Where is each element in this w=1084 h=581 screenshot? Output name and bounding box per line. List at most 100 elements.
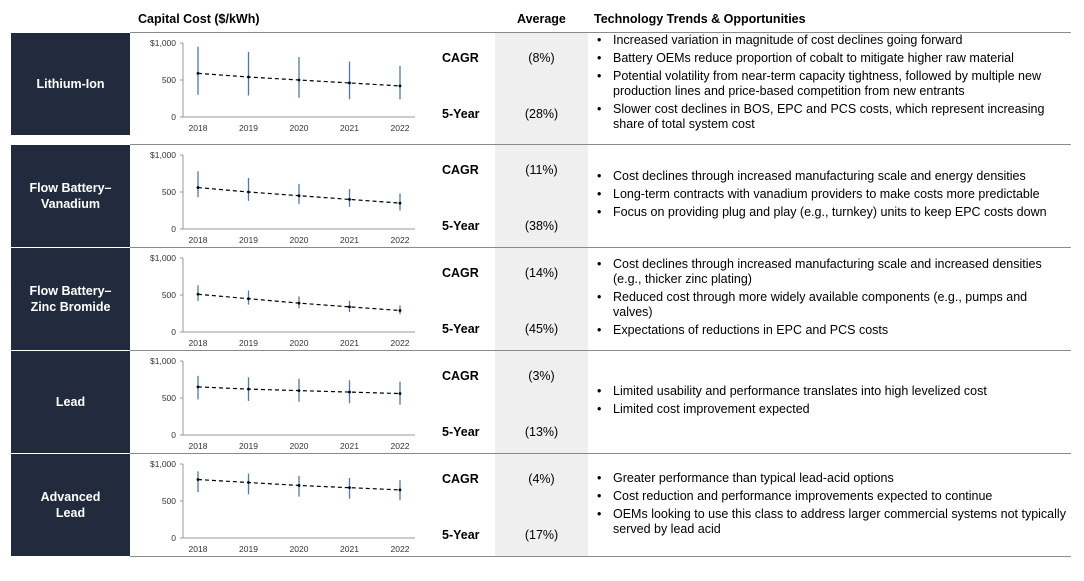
average-cost-point	[348, 81, 351, 85]
average-cost-point	[247, 190, 250, 194]
average-cost-point	[348, 198, 351, 201]
capital-cost-header: Capital Cost ($/kWh)	[138, 12, 260, 26]
y-tick-label: 500	[162, 187, 176, 197]
trend-bullet: OEMs looking to use this class to addres…	[597, 507, 1069, 537]
trends-list: Limited usability and performance transl…	[594, 351, 1069, 453]
y-tick-label: 500	[162, 290, 176, 300]
technology-label: Advanced Lead	[11, 454, 130, 556]
row-divider	[130, 453, 1071, 454]
x-tick-label: 2022	[391, 544, 410, 554]
x-tick-label: 2018	[189, 441, 208, 451]
x-tick-label: 2021	[340, 441, 359, 451]
x-tick-label: 2018	[189, 123, 208, 133]
cagr-label: CAGR	[442, 472, 479, 486]
five-year-value: (45%)	[524, 322, 559, 336]
y-tick-label: 0	[171, 112, 176, 122]
average-cost-point	[247, 481, 250, 484]
x-tick-label: 2018	[189, 338, 208, 348]
trend-bullet: Long-term contracts with vanadium provid…	[597, 187, 1047, 202]
trend-bullet: Limited usability and performance transl…	[597, 384, 987, 399]
capital-cost-chart: 0 500 $1,000 2018 2019 2020 2021 2022	[150, 459, 415, 554]
average-cost-point	[398, 309, 402, 312]
x-tick-label: 2020	[290, 338, 309, 348]
average-cost-point	[348, 390, 351, 394]
y-tick-label: 0	[171, 327, 176, 337]
average-cost-point	[398, 488, 402, 492]
average-cost-point	[196, 71, 200, 75]
average-cost-point	[297, 194, 301, 198]
average-header: Average	[517, 12, 566, 26]
technology-label: Lead	[11, 351, 130, 453]
x-tick-label: 2021	[340, 544, 359, 554]
trend-bullet: Potential volatility from near-term capa…	[597, 69, 1069, 99]
capital-cost-chart: 0 500 $1,000 2018 2019 2020 2021 2022	[150, 253, 415, 348]
technology-label-line: Advanced	[40, 490, 101, 504]
x-tick-label: 2018	[189, 235, 208, 245]
trend-bullet: Expectations of reductions in EPC and PC…	[597, 323, 1069, 338]
five-year-label: 5-Year	[442, 322, 480, 336]
technology-row: Lithium-Ion 0 500 $1,000 2018 2019 2020 2021 202…	[11, 33, 1071, 135]
x-tick-label: 2020	[290, 544, 309, 554]
five-year-label: 5-Year	[442, 219, 480, 233]
y-tick-label: 0	[171, 224, 176, 234]
technology-label-line: Lead	[55, 395, 86, 409]
trend-bullet: Greater performance than typical lead-ac…	[597, 471, 1069, 486]
average-cost-point	[297, 484, 301, 487]
average-cost-point	[297, 78, 301, 82]
cagr-value: (3%)	[528, 369, 555, 383]
x-tick-label: 2019	[239, 235, 258, 245]
x-tick-label: 2019	[239, 123, 258, 133]
y-tick-label: 0	[171, 430, 176, 440]
trend-bullet: Slower cost declines in BOS, EPC and PCS…	[597, 102, 1069, 132]
average-cost-point	[297, 301, 301, 305]
x-tick-label: 2022	[391, 338, 410, 348]
average-cost-point	[398, 84, 402, 88]
x-tick-label: 2022	[391, 441, 410, 451]
five-year-value: (17%)	[524, 528, 559, 542]
technology-label-line: Zinc Bromide	[30, 300, 111, 314]
technology-label: Flow Battery– Zinc Bromide	[11, 248, 130, 350]
trend-bullet: Limited cost improvement expected	[597, 402, 987, 417]
x-tick-label: 2019	[239, 544, 258, 554]
x-tick-label: 2021	[340, 338, 359, 348]
five-year-value: (38%)	[524, 219, 559, 233]
x-tick-label: 2022	[391, 235, 410, 245]
average-cost-point	[196, 292, 200, 296]
average-cost-point	[196, 186, 200, 189]
y-tick-label: 0	[171, 533, 176, 543]
x-tick-label: 2022	[391, 123, 410, 133]
x-tick-label: 2020	[290, 441, 309, 451]
technology-label-line: Vanadium	[40, 197, 101, 211]
trend-bullet: Cost reduction and performance improveme…	[597, 489, 1069, 504]
chart-axis	[182, 258, 415, 333]
y-tick-label: $1,000	[150, 38, 176, 48]
average-cost-point	[247, 387, 250, 391]
x-tick-label: 2020	[290, 235, 309, 245]
y-tick-label: $1,000	[150, 150, 176, 160]
cagr-label: CAGR	[442, 266, 479, 280]
y-tick-label: 500	[162, 393, 176, 403]
trends-list: Greater performance than typical lead-ac…	[594, 454, 1069, 556]
trends-header: Technology Trends & Opportunities	[594, 12, 806, 26]
cagr-value: (11%)	[525, 163, 558, 177]
trends-list: Cost declines through increased manufact…	[594, 248, 1069, 350]
average-cost-point	[398, 392, 402, 395]
y-tick-label: $1,000	[150, 356, 176, 366]
technology-label-line: Lead	[55, 506, 86, 520]
trend-bullet: Increased variation in magnitude of cost…	[597, 33, 1069, 48]
technology-label-line: Flow Battery–	[29, 181, 112, 195]
cagr-label: CAGR	[442, 369, 479, 383]
technology-row: Flow Battery– Vanadium 0 500 $1,000 2018 2019 2…	[11, 145, 1071, 247]
x-tick-label: 2018	[189, 544, 208, 554]
five-year-label: 5-Year	[442, 528, 480, 542]
trend-bullet: Cost declines through increased manufact…	[597, 257, 1069, 287]
five-year-label: 5-Year	[442, 107, 480, 121]
average-cost-point	[247, 75, 250, 79]
row-divider	[130, 247, 1071, 248]
capital-cost-chart: 0 500 $1,000 2018 2019 2020 2021 2022	[150, 150, 415, 245]
capital-cost-chart: 0 500 $1,000 2018 2019 2020 2021 2022	[150, 356, 415, 451]
row-divider	[130, 144, 1071, 145]
five-year-value: (13%)	[524, 425, 559, 439]
x-tick-label: 2019	[239, 441, 258, 451]
technology-row: Lead 0 500 $1,000 2018 2019 2020 2021 2022 CAGR 5-…	[11, 351, 1071, 453]
